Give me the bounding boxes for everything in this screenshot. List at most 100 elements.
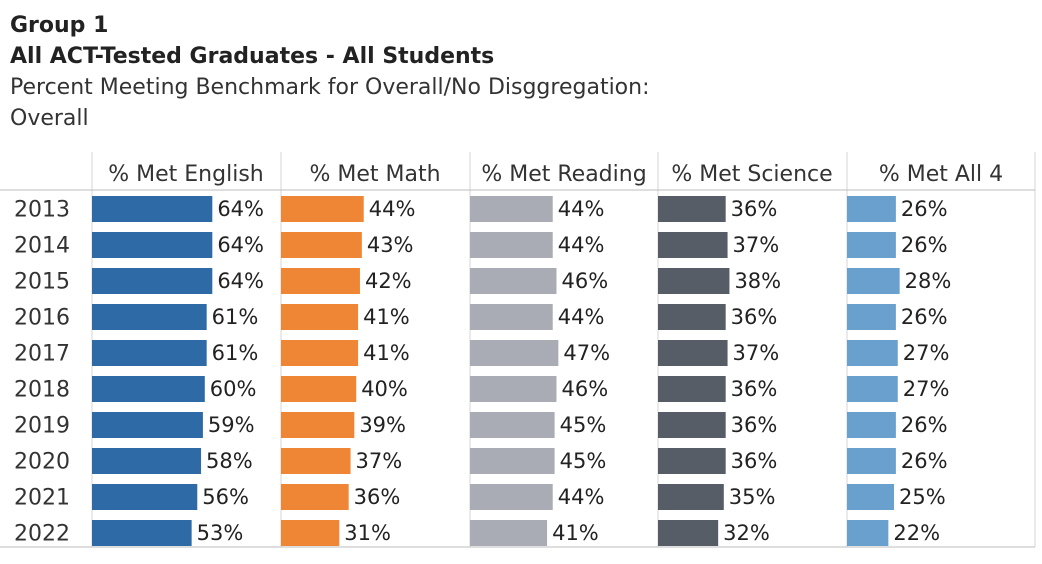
- bar: [281, 304, 359, 330]
- data-label: 22%: [893, 521, 940, 545]
- data-label: 47%: [563, 341, 610, 365]
- data-label: 44%: [558, 485, 605, 509]
- bar: [847, 520, 889, 546]
- data-label: 36%: [731, 305, 778, 329]
- bar: [92, 304, 207, 330]
- bar: [92, 520, 192, 546]
- data-label: 35%: [729, 485, 776, 509]
- bar: [470, 196, 553, 222]
- bar: [470, 232, 553, 258]
- data-label: 26%: [901, 413, 948, 437]
- bar: [658, 412, 726, 438]
- data-label: 26%: [901, 449, 948, 473]
- bar: [92, 232, 213, 258]
- chart-subtitle-line1: Percent Meeting Benchmark for Overall/No…: [10, 75, 650, 100]
- bar: [658, 340, 728, 366]
- bar: [281, 268, 360, 294]
- data-label: 61%: [212, 341, 259, 365]
- bar: [658, 196, 726, 222]
- data-label: 60%: [210, 377, 257, 401]
- bar: [470, 448, 555, 474]
- year-label: 2019: [14, 414, 70, 439]
- bar: [281, 448, 351, 474]
- data-label: 53%: [197, 521, 244, 545]
- data-label: 25%: [899, 485, 946, 509]
- data-label: 27%: [903, 341, 950, 365]
- year-label: 2014: [14, 234, 70, 259]
- data-label: 45%: [560, 413, 607, 437]
- bar: [847, 268, 900, 294]
- data-label: 41%: [552, 521, 599, 545]
- data-label: 40%: [361, 377, 408, 401]
- bar: [658, 304, 726, 330]
- data-label: 39%: [359, 413, 406, 437]
- bar: [658, 520, 719, 546]
- bar: [847, 448, 896, 474]
- bar: [658, 448, 726, 474]
- column-header: % Met Reading: [481, 162, 646, 187]
- bar: [281, 340, 359, 366]
- data-label: 26%: [901, 197, 948, 221]
- bar: [281, 484, 349, 510]
- data-label: 32%: [723, 521, 770, 545]
- chart-title: All ACT-Tested Graduates - All Students: [10, 44, 495, 69]
- bar: [847, 304, 896, 330]
- column-header: % Met All 4: [879, 162, 1003, 187]
- bar: [281, 520, 340, 546]
- bar: [470, 376, 557, 402]
- data-label: 45%: [560, 449, 607, 473]
- bar: [470, 412, 555, 438]
- data-label: 28%: [905, 269, 952, 293]
- year-label: 2015: [14, 270, 70, 295]
- bar: [92, 376, 205, 402]
- bar: [281, 196, 364, 222]
- bar: [92, 340, 207, 366]
- bar: [92, 484, 198, 510]
- data-label: 46%: [561, 269, 608, 293]
- bar: [281, 412, 355, 438]
- data-label: 42%: [365, 269, 412, 293]
- data-label: 37%: [356, 449, 403, 473]
- data-label: 46%: [561, 377, 608, 401]
- data-label: 36%: [731, 449, 778, 473]
- bar: [92, 412, 203, 438]
- data-label: 41%: [363, 305, 410, 329]
- bar: [92, 196, 213, 222]
- chart-subtitle-line2: Overall: [10, 106, 89, 131]
- data-label: 27%: [903, 377, 950, 401]
- data-label: 36%: [731, 377, 778, 401]
- data-label: 58%: [206, 449, 253, 473]
- bar: [470, 484, 553, 510]
- bar: [658, 232, 728, 258]
- data-label: 37%: [733, 233, 780, 257]
- bar: [658, 268, 730, 294]
- year-label: 2021: [14, 486, 70, 511]
- bar: [92, 448, 202, 474]
- year-label: 2016: [14, 306, 70, 331]
- data-label: 61%: [212, 305, 259, 329]
- data-label: 56%: [202, 485, 249, 509]
- year-label: 2022: [14, 522, 70, 547]
- bar: [847, 412, 896, 438]
- bar: [847, 484, 894, 510]
- data-label: 44%: [558, 305, 605, 329]
- data-label: 44%: [558, 197, 605, 221]
- data-label: 36%: [731, 413, 778, 437]
- data-label: 26%: [901, 233, 948, 257]
- bar: [847, 232, 896, 258]
- data-label: 64%: [217, 197, 264, 221]
- column-header: % Met English: [108, 162, 263, 187]
- bar: [281, 232, 362, 258]
- data-label: 38%: [734, 269, 781, 293]
- bar: [281, 376, 357, 402]
- year-label: 2018: [14, 378, 70, 403]
- data-label: 64%: [217, 233, 264, 257]
- bar: [470, 340, 559, 366]
- data-label: 64%: [217, 269, 264, 293]
- bar: [470, 268, 557, 294]
- data-label: 36%: [731, 197, 778, 221]
- data-label: 44%: [369, 197, 416, 221]
- data-label: 37%: [733, 341, 780, 365]
- data-label: 36%: [354, 485, 401, 509]
- column-header: % Met Math: [309, 162, 440, 187]
